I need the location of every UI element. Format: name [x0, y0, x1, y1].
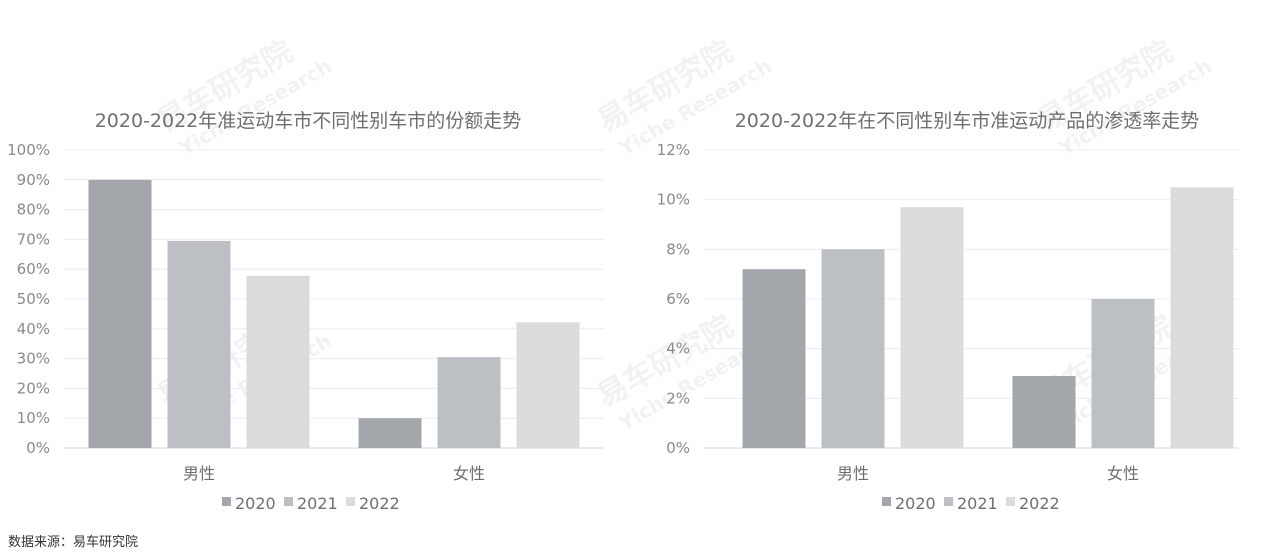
bar-share-2020-1: [358, 418, 422, 448]
y-tick-label: 0%: [666, 439, 690, 457]
penetration-chart-title: 2020-2022年在不同性别车市准运动产品的渗透率走势: [735, 110, 1200, 132]
legend-label-2020: 2020: [235, 494, 276, 513]
share-chart-title: 2020-2022年准运动车市不同性别车市的份额走势: [95, 110, 522, 132]
x-category-label: 男性: [837, 464, 869, 483]
bar-penetration-2021-0: [821, 249, 885, 448]
legend-swatch-2021: [284, 497, 293, 506]
legend-label-2021: 2021: [957, 494, 998, 513]
y-tick-label: 70%: [17, 230, 50, 248]
y-tick-label: 10%: [17, 409, 50, 427]
y-tick-label: 40%: [17, 320, 50, 338]
x-category-label: 男性: [183, 464, 215, 483]
legend-label-2020: 2020: [895, 494, 936, 513]
y-tick-label: 0%: [26, 439, 50, 457]
source-note: 数据来源：易车研究院: [8, 535, 139, 550]
bar-share-2021-1: [437, 357, 501, 448]
penetration-chart-panel: 易车研究院 Yiche Research 易车研究院 Yiche Research 易车…: [634, 0, 1268, 530]
bar-penetration-2022-0: [900, 207, 964, 448]
legend-swatch-2022: [1006, 497, 1015, 506]
y-tick-label: 10%: [657, 191, 690, 209]
bar-share-2022-1: [516, 322, 580, 448]
legend-swatch-2020: [222, 497, 231, 506]
y-tick-label: 12%: [657, 141, 690, 159]
bar-share-2020-0: [88, 179, 152, 449]
y-tick-label: 20%: [17, 379, 50, 397]
y-tick-label: 6%: [666, 290, 690, 308]
bar-share-2022-0: [246, 275, 310, 448]
bar-penetration-2022-1: [1170, 187, 1234, 448]
watermark-cn-text: 易车研究院: [592, 309, 634, 414]
x-category-label: 女性: [453, 464, 485, 483]
y-tick-label: 4%: [666, 340, 690, 358]
y-tick-label: 2%: [666, 389, 690, 407]
bar-share-2021-0: [167, 240, 231, 448]
x-category-label: 女性: [1107, 464, 1139, 483]
y-tick-label: 90%: [17, 171, 50, 189]
y-tick-label: 100%: [7, 141, 50, 159]
legend-swatch-2020: [882, 497, 891, 506]
legend-label-2022: 2022: [359, 494, 400, 513]
y-tick-label: 50%: [17, 290, 50, 308]
legend-swatch-2021: [944, 497, 953, 506]
legend-swatch-2022: [346, 497, 355, 506]
legend-label-2021: 2021: [297, 494, 338, 513]
y-tick-label: 30%: [17, 350, 50, 368]
y-tick-label: 80%: [17, 201, 50, 219]
bar-penetration-2020-1: [1012, 375, 1076, 448]
legend-label-2022: 2022: [1019, 494, 1060, 513]
bar-penetration-2020-0: [742, 269, 806, 448]
watermark-cn-text: 易车研究院: [592, 34, 634, 139]
y-tick-label: 8%: [666, 240, 690, 258]
bar-penetration-2021-1: [1091, 299, 1155, 448]
y-tick-label: 60%: [17, 260, 50, 278]
